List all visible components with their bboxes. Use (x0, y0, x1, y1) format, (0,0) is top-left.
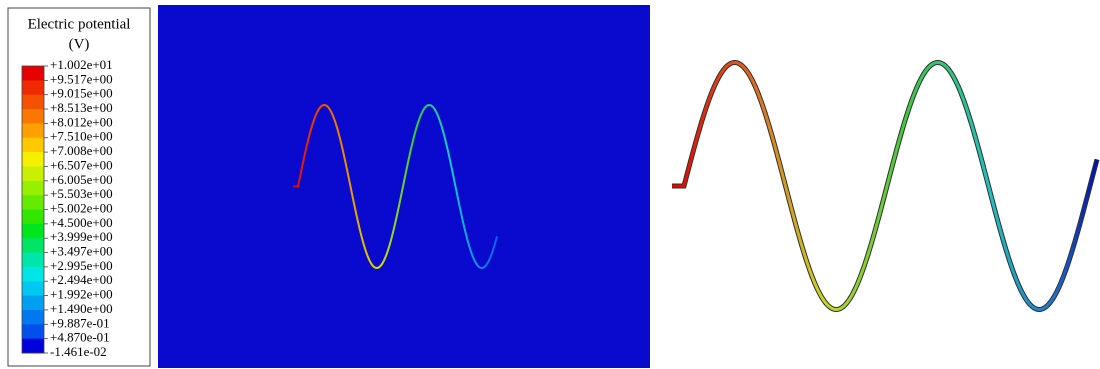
color-band (22, 253, 44, 268)
color-band (22, 281, 44, 296)
color-band (22, 224, 44, 239)
legend-label: +8.513e+00 (50, 100, 113, 115)
color-band (22, 109, 44, 124)
legend-label: +7.510e+00 (50, 129, 113, 144)
screenshot: Electric potential (V) +1.002e+01+9.517e… (0, 0, 1100, 369)
legend-label: +5.002e+00 (50, 200, 113, 215)
color-band (22, 80, 44, 95)
color-band (22, 267, 44, 282)
wire-outline (672, 63, 1097, 310)
color-band (22, 339, 44, 354)
color-band (22, 310, 44, 325)
color-bar: +1.002e+01+9.517e+00+9.015e+00+8.513e+00… (22, 57, 113, 359)
legend-label: +7.008e+00 (50, 143, 113, 158)
legend-title: Electric potential (28, 16, 131, 32)
color-band (22, 166, 44, 181)
color-band (22, 95, 44, 110)
legend-label: +4.870e-01 (50, 330, 110, 345)
color-band (22, 195, 44, 210)
legend-label: +8.012e+00 (50, 114, 113, 129)
color-band (22, 66, 44, 81)
legend-label: +4.500e+00 (50, 215, 113, 230)
legend-unit: (V) (69, 36, 90, 52)
legend-label: +3.999e+00 (50, 229, 113, 244)
legend-label: +1.002e+01 (50, 57, 113, 72)
color-band (22, 296, 44, 311)
legend-label: +9.517e+00 (50, 71, 113, 86)
color-band (22, 324, 44, 339)
legend-label: +1.992e+00 (50, 287, 113, 302)
color-band (22, 138, 44, 153)
color-band (22, 123, 44, 138)
legend-label: +6.507e+00 (50, 157, 113, 172)
legend-label: +9.887e-01 (50, 315, 110, 330)
legend-label: +6.005e+00 (50, 172, 113, 187)
legend-label: +1.490e+00 (50, 301, 113, 316)
legend-label: +9.015e+00 (50, 86, 113, 101)
color-band (22, 152, 44, 167)
legend-label: +2.494e+00 (50, 272, 113, 287)
color-band (22, 210, 44, 225)
legend-label: -1.461e-02 (50, 344, 107, 359)
legend-label: +2.995e+00 (50, 258, 113, 273)
color-band (22, 238, 44, 253)
legend-label: +5.503e+00 (50, 186, 113, 201)
color-band (22, 181, 44, 196)
legend-label: +3.497e+00 (50, 244, 113, 259)
